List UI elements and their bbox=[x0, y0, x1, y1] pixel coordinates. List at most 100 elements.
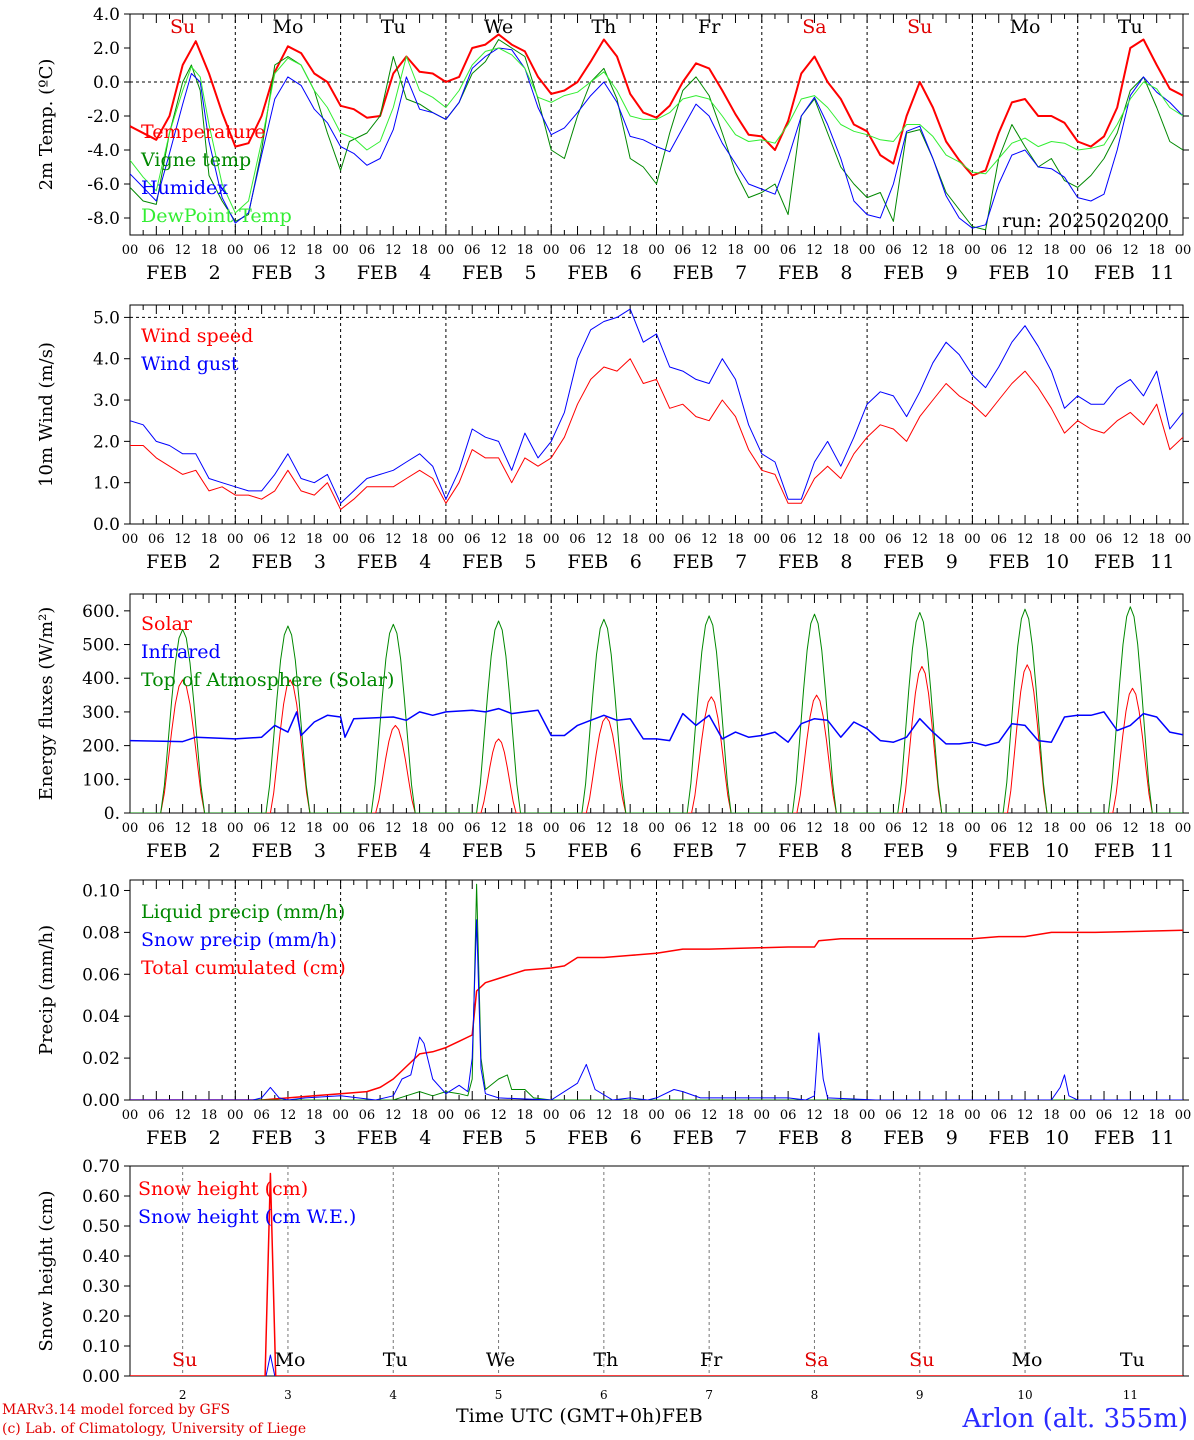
hour-label: 00 bbox=[543, 243, 560, 258]
weekday-label: Mo bbox=[272, 16, 303, 38]
hour-label: 12 bbox=[490, 1108, 507, 1123]
y-tick-label: 3.0 bbox=[93, 391, 120, 411]
hour-label: 12 bbox=[280, 1108, 297, 1123]
hour-label: 06 bbox=[359, 243, 376, 258]
hour-label: 00 bbox=[1175, 243, 1192, 258]
series-wind-speed bbox=[130, 358, 1183, 510]
hour-label: 06 bbox=[253, 532, 270, 547]
day-number: 10 bbox=[1017, 1388, 1032, 1402]
y-tick-label: 0.00 bbox=[82, 1091, 120, 1111]
y-tick-label: 0.0 bbox=[93, 515, 120, 535]
day-label: 10 bbox=[1045, 551, 1069, 573]
hour-label: 06 bbox=[780, 821, 797, 836]
y-tick-label: 0.08 bbox=[82, 923, 120, 943]
hour-label: 18 bbox=[622, 1108, 639, 1123]
hour-label: 12 bbox=[174, 532, 191, 547]
y-tick-label: -2.0 bbox=[87, 107, 120, 127]
day-label: 8 bbox=[840, 262, 852, 284]
weekday-label: Th bbox=[591, 16, 616, 38]
day-label: 4 bbox=[419, 551, 431, 573]
hour-label: 00 bbox=[1175, 821, 1192, 836]
legend-entry: Snow height (cm) bbox=[138, 1178, 308, 1200]
day-label: 2 bbox=[209, 1127, 221, 1149]
hour-label: 18 bbox=[833, 243, 850, 258]
hour-label: 18 bbox=[622, 243, 639, 258]
hour-label: 00 bbox=[438, 532, 455, 547]
day-label: 7 bbox=[735, 262, 747, 284]
hour-label: 12 bbox=[1122, 532, 1139, 547]
day-label: 6 bbox=[630, 262, 642, 284]
weekday-label: Tu bbox=[383, 1349, 408, 1371]
y-tick-label: 200. bbox=[82, 737, 120, 757]
series-dewpoint-temp bbox=[130, 47, 1183, 214]
weekday-label: Tu bbox=[381, 16, 406, 38]
day-label: 2 bbox=[209, 262, 221, 284]
month-label: FEB bbox=[567, 840, 608, 862]
month-label: FEB bbox=[778, 1127, 819, 1149]
y-tick-label: 500. bbox=[82, 636, 120, 656]
series-wind-gust bbox=[130, 308, 1183, 504]
y-tick-label: 0.04 bbox=[82, 1007, 120, 1027]
hour-label: 00 bbox=[859, 1108, 876, 1123]
weekday-label: Su bbox=[907, 16, 932, 38]
hour-label: 12 bbox=[806, 1108, 823, 1123]
weekday-label: Su bbox=[170, 16, 195, 38]
month-label: FEB bbox=[251, 840, 292, 862]
hour-label: 12 bbox=[490, 243, 507, 258]
hour-label: 12 bbox=[911, 1108, 928, 1123]
day-label: 11 bbox=[1150, 840, 1174, 862]
y-tick-label: -4.0 bbox=[87, 141, 120, 161]
hour-label: 18 bbox=[517, 243, 534, 258]
month-label: FEB bbox=[989, 1127, 1030, 1149]
hour-label: 12 bbox=[1122, 821, 1139, 836]
day-label: 7 bbox=[735, 1127, 747, 1149]
time-axis-title: Time UTC (GMT+0h) bbox=[456, 1405, 662, 1427]
hour-label: 00 bbox=[122, 243, 139, 258]
hour-label: 12 bbox=[385, 243, 402, 258]
hour-label: 00 bbox=[1069, 1108, 1086, 1123]
y-tick-label: 0.50 bbox=[82, 1217, 120, 1237]
hour-label: 18 bbox=[622, 821, 639, 836]
day-label: 11 bbox=[1150, 551, 1174, 573]
weekday-label: Sa bbox=[804, 1349, 828, 1371]
month-label: FEB bbox=[778, 551, 819, 573]
hour-label: 06 bbox=[990, 821, 1007, 836]
hour-label: 06 bbox=[569, 821, 586, 836]
hour-label: 00 bbox=[754, 532, 771, 547]
y-tick-label: 4.0 bbox=[93, 350, 120, 370]
month-label: FEB bbox=[989, 262, 1030, 284]
month-label: FEB bbox=[883, 840, 924, 862]
hour-label: 00 bbox=[859, 532, 876, 547]
hour-label: 18 bbox=[411, 1108, 428, 1123]
hour-label: 00 bbox=[964, 532, 981, 547]
legend-entry: Liquid precip (mm/h) bbox=[141, 901, 345, 923]
day-label: 4 bbox=[419, 262, 431, 284]
month-label: FEB bbox=[357, 551, 398, 573]
hour-label: 12 bbox=[701, 1108, 718, 1123]
hour-label: 12 bbox=[1122, 243, 1139, 258]
hour-label: 12 bbox=[1017, 821, 1034, 836]
weekday-label: Tu bbox=[1120, 1349, 1145, 1371]
series-humidex bbox=[130, 47, 1183, 229]
y-tick-label: -8.0 bbox=[87, 209, 120, 229]
day-label: 3 bbox=[314, 840, 326, 862]
hour-label: 06 bbox=[464, 821, 481, 836]
hour-label: 18 bbox=[1043, 1108, 1060, 1123]
month-label: FEB bbox=[673, 840, 714, 862]
panel-temp: 4.0 2.0 0.0 -2.0 -4.0 -6.0 -8.0 2m Temp. (ºC) 00… bbox=[36, 5, 1191, 284]
y-tick-label: 300. bbox=[82, 703, 120, 723]
hour-label: 12 bbox=[911, 532, 928, 547]
day-number: 3 bbox=[284, 1388, 292, 1402]
hour-label: 12 bbox=[385, 1108, 402, 1123]
hour-label: 00 bbox=[543, 821, 560, 836]
y-tick-label: 0.06 bbox=[82, 965, 120, 985]
hour-label: 18 bbox=[411, 821, 428, 836]
day-number: 2 bbox=[179, 1388, 187, 1402]
month-label: FEB bbox=[989, 840, 1030, 862]
hour-label: 06 bbox=[885, 243, 902, 258]
hour-label: 00 bbox=[227, 1108, 244, 1123]
legend-entry: DewPoint Temp bbox=[141, 205, 292, 227]
day-number: 8 bbox=[811, 1388, 819, 1402]
hour-label: 18 bbox=[1043, 821, 1060, 836]
legend-entry: Humidex bbox=[141, 177, 228, 199]
